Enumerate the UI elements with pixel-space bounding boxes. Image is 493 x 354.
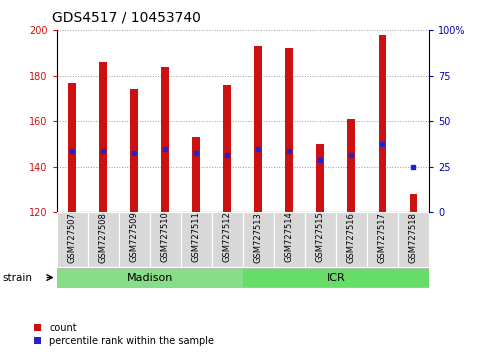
- Bar: [336, 212, 367, 267]
- Bar: [100, 62, 107, 212]
- Bar: [348, 119, 355, 212]
- Bar: [243, 268, 429, 287]
- Bar: [305, 212, 336, 267]
- Text: GSM727508: GSM727508: [99, 212, 108, 263]
- Bar: [150, 212, 181, 267]
- Text: ICR: ICR: [326, 273, 345, 282]
- Text: GSM727514: GSM727514: [285, 212, 294, 262]
- Text: GSM727515: GSM727515: [316, 212, 325, 262]
- Bar: [223, 85, 231, 212]
- Text: GSM727510: GSM727510: [161, 212, 170, 262]
- Text: GSM727512: GSM727512: [223, 212, 232, 262]
- Text: GSM727511: GSM727511: [192, 212, 201, 262]
- Legend: count, percentile rank within the sample: count, percentile rank within the sample: [35, 323, 214, 346]
- Bar: [181, 212, 212, 267]
- Text: GSM727518: GSM727518: [409, 212, 418, 263]
- Bar: [57, 268, 243, 287]
- Text: GSM727517: GSM727517: [378, 212, 387, 263]
- Bar: [274, 212, 305, 267]
- Text: GSM727516: GSM727516: [347, 212, 356, 263]
- Bar: [119, 212, 150, 267]
- Bar: [212, 212, 243, 267]
- Bar: [57, 212, 88, 267]
- Bar: [161, 67, 169, 212]
- Text: GSM727509: GSM727509: [130, 212, 139, 262]
- Text: GSM727507: GSM727507: [68, 212, 77, 263]
- Text: GSM727513: GSM727513: [254, 212, 263, 263]
- Bar: [317, 144, 324, 212]
- Text: GDS4517 / 10453740: GDS4517 / 10453740: [52, 11, 201, 25]
- Bar: [398, 212, 429, 267]
- Bar: [367, 212, 398, 267]
- Bar: [379, 35, 386, 212]
- Bar: [88, 212, 119, 267]
- Bar: [254, 46, 262, 212]
- Bar: [243, 212, 274, 267]
- Text: strain: strain: [2, 273, 33, 282]
- Bar: [192, 137, 200, 212]
- Bar: [130, 89, 138, 212]
- Bar: [69, 82, 76, 212]
- Bar: [285, 48, 293, 212]
- Text: Madison: Madison: [127, 273, 173, 282]
- Bar: [410, 194, 417, 212]
